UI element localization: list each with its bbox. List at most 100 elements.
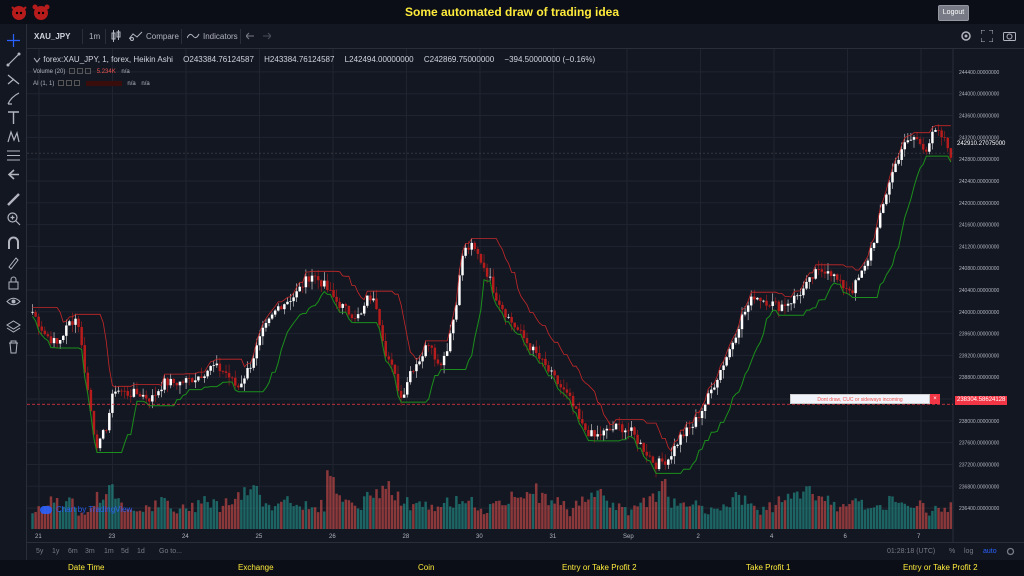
- settings-toggle-icon[interactable]: [66, 80, 73, 87]
- volume-bar: [151, 511, 154, 529]
- magnet-icon[interactable]: [6, 236, 21, 251]
- back-arrow-icon[interactable]: [6, 167, 21, 182]
- volume-bar: [823, 501, 827, 529]
- indicators-icon[interactable]: [187, 32, 200, 40]
- range-6m[interactable]: 6m: [68, 548, 78, 555]
- volume-bar: [786, 493, 790, 529]
- volume-bar: [746, 503, 750, 529]
- candle-body: [507, 316, 510, 318]
- settings-toggle-icon[interactable]: [77, 68, 84, 75]
- price-chart[interactable]: 244400.00000000 244000.00000000 243600.000…: [27, 49, 1024, 542]
- volume-bar: [510, 491, 513, 529]
- eye-toggle-icon[interactable]: [69, 68, 76, 75]
- candle-body: [753, 296, 756, 300]
- candle-body: [495, 292, 498, 301]
- tradingview-watermark[interactable]: Chart by TradingView: [40, 505, 132, 514]
- range-5y[interactable]: 5y: [36, 548, 44, 555]
- ruler-icon[interactable]: [6, 192, 21, 207]
- volume-bar: [602, 495, 606, 529]
- close-toggle-icon[interactable]: [85, 68, 92, 75]
- range-5d[interactable]: 5d: [121, 548, 129, 555]
- candle-body: [774, 301, 778, 303]
- fullscreen-icon[interactable]: [981, 30, 993, 42]
- collapse-legend-icon[interactable]: [33, 56, 41, 64]
- pattern-icon[interactable]: [6, 129, 21, 144]
- annotation-price-label: 238304.58624128: [955, 396, 1008, 405]
- candle-body: [289, 301, 292, 302]
- interval-selector[interactable]: 1m: [89, 32, 101, 41]
- logout-button[interactable]: Logout: [938, 5, 969, 21]
- brush-icon[interactable]: [6, 91, 21, 106]
- candle-body: [802, 288, 805, 296]
- trash-icon[interactable]: [6, 339, 21, 354]
- range-3m[interactable]: 3m: [85, 548, 95, 555]
- undo-icon[interactable]: [246, 32, 255, 40]
- candle-style-icon[interactable]: [111, 30, 121, 42]
- redo-icon[interactable]: [262, 32, 271, 40]
- volume-bar: [292, 506, 295, 529]
- indicators-button[interactable]: Indicators: [203, 32, 238, 41]
- candle-body: [258, 336, 262, 346]
- lock-icon[interactable]: [6, 275, 21, 290]
- volume-bar: [728, 507, 731, 529]
- chart-canvas[interactable]: 244400.00000000 244000.00000000 243600.000…: [27, 49, 1024, 542]
- candle-body: [424, 345, 427, 357]
- close-toggle-icon[interactable]: [74, 80, 81, 87]
- candle-body: [571, 395, 575, 407]
- annotation-close-button[interactable]: ×: [930, 394, 940, 404]
- auto-toggle[interactable]: auto: [983, 548, 997, 555]
- trend-line-icon[interactable]: [6, 52, 21, 67]
- candle-body: [796, 295, 799, 297]
- eye-icon[interactable]: [6, 294, 21, 309]
- volume-bar: [857, 501, 860, 529]
- candle-body: [396, 373, 400, 391]
- fib-retracement-icon[interactable]: [6, 72, 21, 87]
- symbol-search[interactable]: XAU_JPY: [34, 32, 71, 41]
- lock-drawings-icon[interactable]: [6, 255, 21, 270]
- volume-bar: [928, 515, 931, 529]
- zoom-icon[interactable]: [6, 211, 21, 226]
- volume-bar: [882, 509, 885, 529]
- volume-legend[interactable]: Volume (20) 5.234K n/a: [33, 66, 595, 78]
- ai-legend[interactable]: AI (1, 1) n/a n/a: [33, 78, 595, 90]
- support-trail-line: [32, 155, 952, 474]
- log-toggle[interactable]: log: [964, 548, 974, 555]
- range-1y[interactable]: 1y: [52, 548, 60, 555]
- volume-bar: [362, 496, 366, 529]
- annotation-label[interactable]: Dont draw, CUC or sideways incoming: [790, 394, 930, 404]
- candle-body: [940, 130, 943, 138]
- range-1m[interactable]: 1m: [104, 548, 114, 555]
- candle-body: [280, 306, 283, 310]
- price-tick-label: 238800.00000000: [959, 375, 1000, 381]
- layers-icon[interactable]: [6, 319, 21, 334]
- candle-body: [37, 316, 40, 327]
- volume-bar: [280, 501, 283, 529]
- compare-icon[interactable]: [129, 31, 143, 41]
- scale-settings-icon[interactable]: [1006, 547, 1015, 556]
- volume-bar: [710, 507, 713, 529]
- volume-bar: [83, 514, 86, 529]
- candle-body: [703, 404, 707, 411]
- compare-button[interactable]: Compare: [146, 32, 179, 41]
- price-tick-label: 239600.00000000: [959, 332, 1000, 338]
- eye-toggle-icon[interactable]: [58, 80, 65, 87]
- candle-body: [283, 304, 286, 310]
- toolbar-divider: [240, 29, 241, 44]
- volume-bar: [900, 502, 903, 529]
- crosshair-icon[interactable]: [6, 33, 21, 48]
- candle-body: [218, 363, 222, 372]
- volume-bar: [934, 505, 937, 529]
- text-tool-icon[interactable]: [6, 110, 21, 125]
- range-1d[interactable]: 1d: [137, 548, 145, 555]
- candle-body: [436, 359, 440, 364]
- price-tick-label: 241200.00000000: [959, 244, 1000, 250]
- settings-gear-icon[interactable]: [960, 30, 972, 42]
- volume-bar: [734, 491, 738, 529]
- percent-toggle[interactable]: %: [949, 548, 956, 555]
- goto-date-button[interactable]: Go to...: [159, 548, 182, 555]
- camera-snapshot-icon[interactable]: [1003, 30, 1016, 42]
- volume-bar: [286, 496, 289, 529]
- prediction-icon[interactable]: [6, 148, 21, 163]
- price-tick-label: 237600.00000000: [959, 441, 1000, 447]
- candle-body: [765, 300, 768, 306]
